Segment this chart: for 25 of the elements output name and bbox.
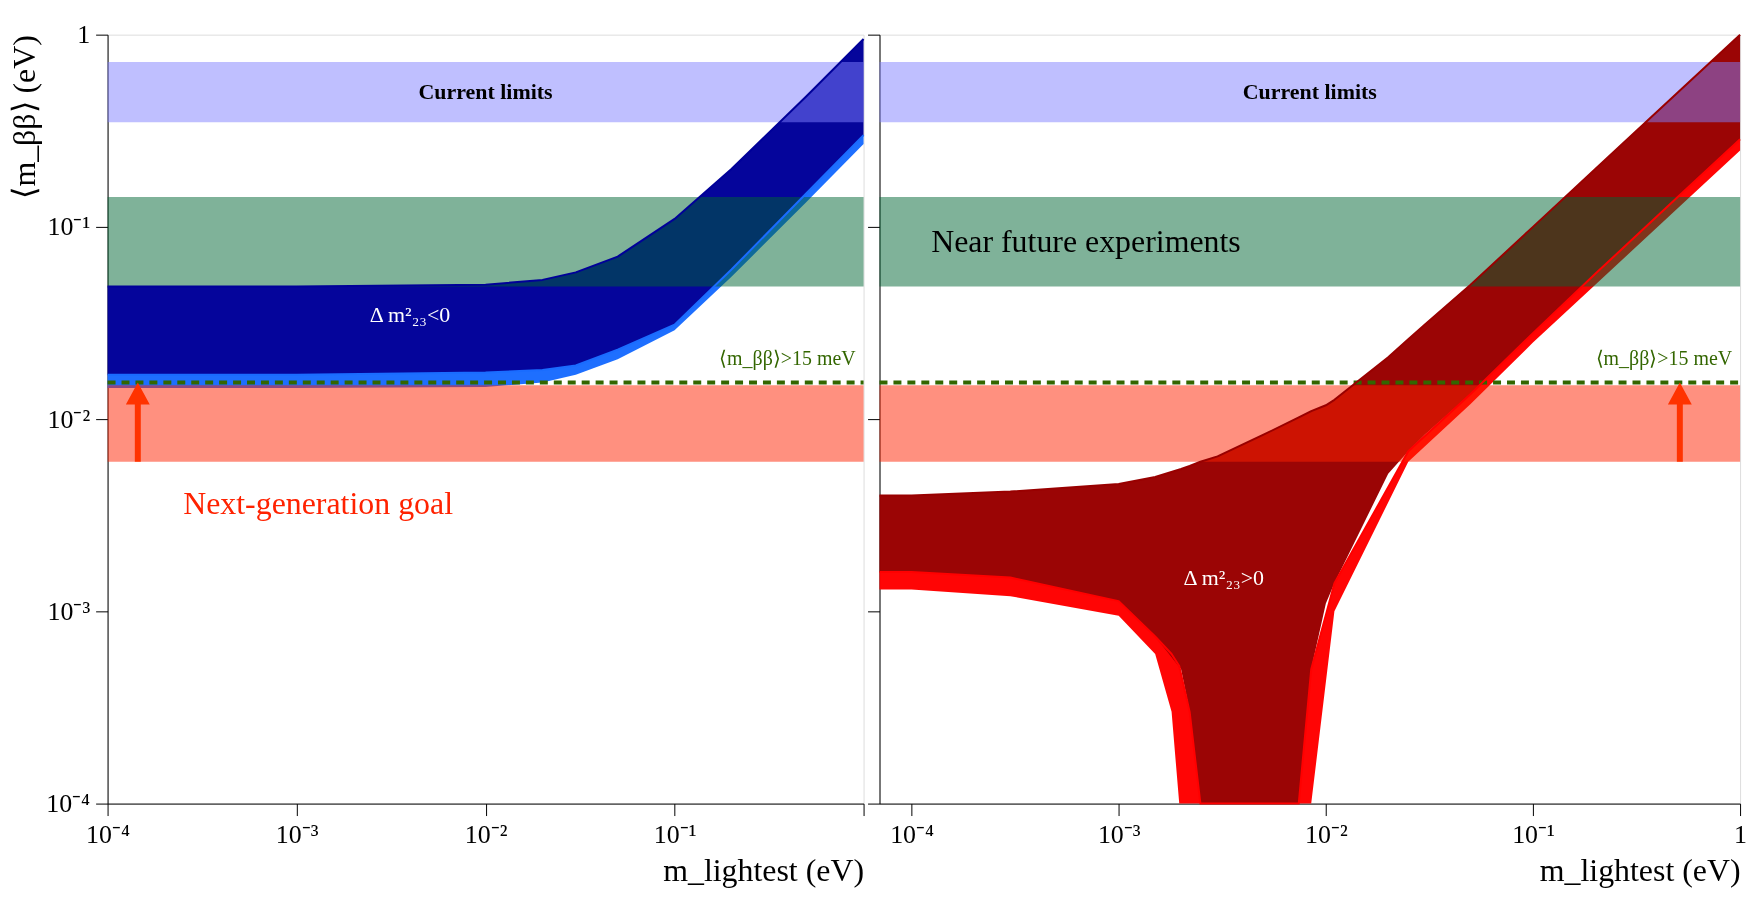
x-axis-title: m_lightest (eV) — [1539, 852, 1741, 888]
x-tick-label: 10⁻¹ — [1512, 819, 1555, 849]
band-label: Current limits — [1242, 79, 1377, 105]
y-tick-label: 10⁻³ — [47, 596, 91, 626]
y-axis-title: ⟨m_ββ⟩ (eV) — [7, 35, 43, 199]
x-axis-title: m_lightest (eV) — [663, 852, 865, 888]
band-label: Current limits — [418, 79, 553, 105]
x-tick-label: 10⁻³ — [1097, 819, 1141, 849]
x-tick-label: 10⁻¹ — [653, 819, 697, 849]
x-tick-label: 1 — [1734, 819, 1748, 849]
band-label: Next-generation goal — [183, 485, 454, 521]
x-tick-label: 10⁻³ — [275, 819, 319, 849]
ref-line-label: ⟨m_ββ⟩>15 meV — [1595, 346, 1733, 370]
x-tick-label: 10⁻² — [464, 819, 508, 849]
band-label: Near future experiments — [931, 223, 1241, 259]
annotation: Δ m²₂₃<0 — [369, 302, 451, 328]
x-tick-label: 10⁻² — [1305, 819, 1348, 849]
annotation: Δ m²₂₃>0 — [1183, 564, 1265, 590]
x-tick-label: 10⁻⁴ — [890, 819, 935, 849]
y-tick-label: 10⁻² — [47, 404, 91, 434]
y-tick-label: 10⁻⁴ — [46, 789, 91, 819]
y-tick-label: 1 — [77, 20, 91, 50]
y-tick-label: 10⁻¹ — [47, 212, 91, 242]
ref-line-label: ⟨m_ββ⟩>15 meV — [719, 346, 857, 370]
x-tick-label: 10⁻⁴ — [86, 819, 131, 849]
